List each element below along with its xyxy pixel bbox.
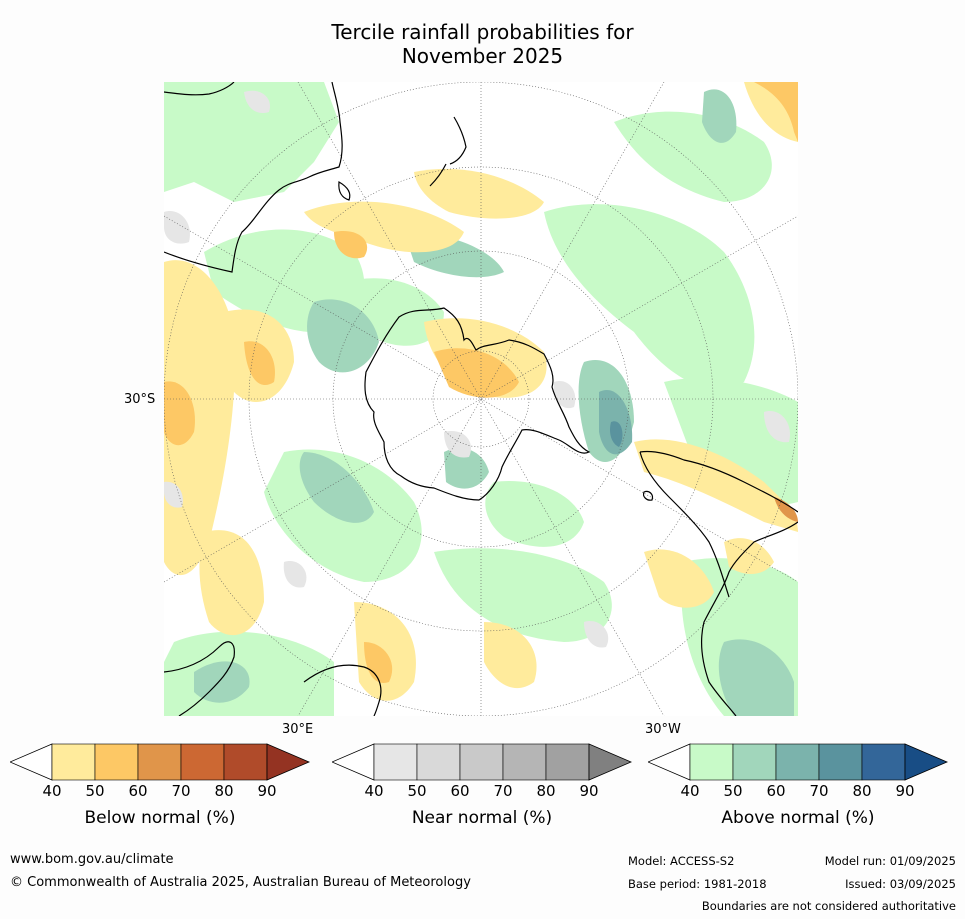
australia-coast xyxy=(164,82,343,273)
colorbar-title: Near normal (%) xyxy=(411,808,553,828)
new-zealand-south xyxy=(429,163,447,187)
model-run-text: Model run: 01/09/2025 xyxy=(824,854,956,868)
colorbar-tick: 60 xyxy=(450,782,470,800)
colorbar-tick: 40 xyxy=(680,782,700,800)
title-line-1: Tercile rainfall probabilities for xyxy=(331,20,634,44)
graticule xyxy=(164,82,798,716)
model-text: Model: ACCESS-S2 xyxy=(628,854,735,868)
colorbar-tick: 60 xyxy=(128,782,148,800)
map-title: Tercile rainfall probabilities for Novem… xyxy=(0,20,965,68)
south-america-west-coast xyxy=(639,451,730,598)
australia-coast-north xyxy=(164,82,235,96)
colorbar-tick: 70 xyxy=(493,782,513,800)
southern-africa-coast xyxy=(303,664,382,716)
south-america-coast xyxy=(639,450,798,716)
lon-30w-label: 30°W xyxy=(645,722,681,737)
coastlines xyxy=(164,82,798,716)
africa-coast xyxy=(164,641,235,716)
lon-30e-label: 30°E xyxy=(282,722,314,737)
map-canvas xyxy=(164,82,798,716)
antarctica-coast xyxy=(364,307,591,501)
colorbar-tick: 50 xyxy=(723,782,743,800)
copyright-text: © Commonwealth of Australia 2025, Austra… xyxy=(10,875,471,890)
colorbar-tick: 70 xyxy=(809,782,829,800)
falklands-coast xyxy=(642,490,654,501)
website-link[interactable]: www.bom.gov.au/climate xyxy=(10,852,174,867)
colorbar-above-normal: 40 50 60 70 80 90 Above normal (%) xyxy=(646,742,949,862)
near-normal-areas xyxy=(164,90,790,648)
colorbar-near-normal: 40 50 60 70 80 90 Near normal (%) xyxy=(330,742,633,862)
colorbar-tick: 90 xyxy=(257,782,277,800)
colorbar-below-swatches xyxy=(8,743,311,781)
colorbar-tick: 60 xyxy=(766,782,786,800)
colorbar-tick: 90 xyxy=(895,782,915,800)
new-zealand-north xyxy=(449,116,467,165)
colorbar-tick: 40 xyxy=(42,782,62,800)
colorbar-tick: 50 xyxy=(85,782,105,800)
colorbar-above-swatches xyxy=(646,743,949,781)
title-line-2: November 2025 xyxy=(401,44,564,68)
lat-30s-label: 30°S xyxy=(124,392,156,407)
probability-map xyxy=(164,82,798,716)
colorbar-tick: 90 xyxy=(579,782,599,800)
colorbar-tick: 50 xyxy=(407,782,427,800)
tasmania-coast xyxy=(338,181,351,201)
colorbar-tick: 80 xyxy=(536,782,556,800)
disclaimer-text: Boundaries are not considered authoritat… xyxy=(701,899,956,913)
colorbar-tick: 70 xyxy=(171,782,191,800)
colorbar-title: Below normal (%) xyxy=(84,808,236,828)
colorbar-near-swatches xyxy=(330,743,633,781)
colorbar-tick: 40 xyxy=(364,782,384,800)
base-period-text: Base period: 1981-2018 xyxy=(628,877,767,891)
issued-text: Issued: 03/09/2025 xyxy=(845,877,956,891)
colorbar-tick: 80 xyxy=(852,782,872,800)
colorbar-below-normal: 40 50 60 70 80 90 Below normal (%) xyxy=(8,742,311,862)
colorbar-tick: 80 xyxy=(214,782,234,800)
colorbar-title: Above normal (%) xyxy=(721,808,875,828)
above-normal-areas xyxy=(164,82,798,716)
